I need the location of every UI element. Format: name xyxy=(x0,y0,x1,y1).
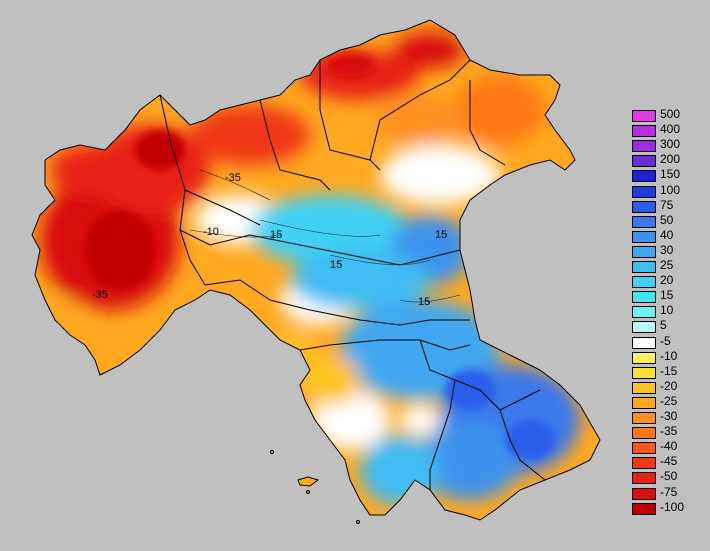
legend-swatch xyxy=(632,185,656,198)
legend-entry: -25 xyxy=(632,393,710,409)
legend-swatch xyxy=(632,487,656,500)
legend-label: 200 xyxy=(660,152,681,167)
contour-label: 15 xyxy=(330,259,342,271)
legend-swatch xyxy=(632,472,656,485)
legend-entry: 25 xyxy=(632,258,710,273)
legend-label: -20 xyxy=(660,378,678,393)
legend-entry: -35 xyxy=(632,424,710,440)
legend-label: 50 xyxy=(660,212,674,227)
legend-entry: -45 xyxy=(632,454,710,470)
legend-label: 300 xyxy=(660,137,681,152)
contour-lines xyxy=(189,169,461,303)
color-legend: 500 400 300 200 150 100 75 50 40 30 25 20 15 10 5 -5 -10… xyxy=(632,107,710,520)
legend-label: 75 xyxy=(660,197,674,212)
legend-swatch xyxy=(632,412,656,424)
legend-entry: 200 xyxy=(632,152,710,168)
legend-entry: -50 xyxy=(632,469,710,485)
contour-label: -10 xyxy=(203,226,219,238)
legend-swatch xyxy=(632,170,656,183)
legend-entry: 40 xyxy=(632,227,710,243)
legend-label: -75 xyxy=(660,484,678,499)
legend-swatch xyxy=(632,427,656,440)
anomaly-field xyxy=(32,20,600,520)
legend-swatch xyxy=(632,276,656,289)
legend-label: 400 xyxy=(660,122,681,137)
legend-label: -10 xyxy=(660,348,678,363)
contour-label: 15 xyxy=(270,229,282,241)
legend-label: -5 xyxy=(660,333,671,348)
legend-entry: 20 xyxy=(632,273,710,289)
legend-entry: -40 xyxy=(632,439,710,455)
legend-swatch xyxy=(632,155,656,168)
legend-swatch xyxy=(632,261,656,273)
legend-label: -50 xyxy=(660,469,678,484)
legend-swatch xyxy=(632,396,656,409)
legend-entry: 30 xyxy=(632,242,710,258)
legend-entry: -75 xyxy=(632,484,710,500)
legend-entry: 100 xyxy=(632,182,710,198)
precipitation-anomaly-map: -35 -10 15 15 15 15 -35 xyxy=(31,19,601,524)
legend-entry: 15 xyxy=(632,288,710,304)
legend-label: -30 xyxy=(660,409,678,423)
legend-entry: -5 xyxy=(632,333,710,349)
contour-label: -35 xyxy=(92,289,108,301)
contour-label: -35 xyxy=(225,172,241,184)
legend-swatch xyxy=(632,442,656,455)
legend-entry: 50 xyxy=(632,212,710,228)
legend-label: 15 xyxy=(660,288,674,303)
legend-swatch xyxy=(632,351,656,364)
legend-entry: 5 xyxy=(632,318,710,334)
contour-label: 15 xyxy=(435,229,447,241)
legend-label: 20 xyxy=(660,273,674,288)
legend-label: -40 xyxy=(660,439,678,454)
legend-swatch xyxy=(632,291,656,304)
legend-label: 40 xyxy=(660,227,674,242)
legend-entry: 10 xyxy=(632,303,710,319)
legend-swatch xyxy=(632,321,656,334)
legend-swatch xyxy=(632,200,656,213)
legend-entry: -15 xyxy=(632,363,710,379)
legend-entry: -10 xyxy=(632,348,710,364)
legend-swatch xyxy=(632,140,656,153)
legend-label: -45 xyxy=(660,454,678,469)
legend-label: 100 xyxy=(660,182,681,197)
legend-swatch xyxy=(632,215,656,228)
legend-entry: -100 xyxy=(632,499,710,515)
legend-label: -25 xyxy=(660,393,678,408)
legend-label: 150 xyxy=(660,167,681,182)
islands xyxy=(270,450,360,524)
legend-label: 30 xyxy=(660,242,674,257)
legend-swatch xyxy=(632,336,656,349)
legend-swatch xyxy=(632,125,656,138)
legend-label: 10 xyxy=(660,303,674,318)
legend-swatch xyxy=(632,366,656,379)
legend-swatch xyxy=(632,245,656,258)
legend-label: -100 xyxy=(660,499,685,514)
legend-label: -35 xyxy=(660,424,678,439)
legend-swatch xyxy=(632,381,656,394)
legend-entry: 500 xyxy=(632,107,710,122)
legend-swatch xyxy=(632,502,656,515)
legend-entry: 300 xyxy=(632,137,710,153)
legend-entry: 75 xyxy=(632,197,710,213)
legend-swatch xyxy=(632,306,656,319)
legend-swatch xyxy=(632,457,656,470)
legend-label: 25 xyxy=(660,258,674,272)
legend-entry: 400 xyxy=(632,122,710,138)
legend-label: 500 xyxy=(660,107,681,121)
legend-entry: 150 xyxy=(632,167,710,183)
legend-label: 5 xyxy=(660,318,667,333)
legend-entry: -30 xyxy=(632,409,710,424)
legend-swatch xyxy=(632,110,656,122)
legend-label: -15 xyxy=(660,363,678,378)
region-borders xyxy=(31,19,601,521)
legend-swatch xyxy=(632,230,656,243)
contour-label: 15 xyxy=(418,296,430,308)
legend-entry: -20 xyxy=(632,378,710,394)
